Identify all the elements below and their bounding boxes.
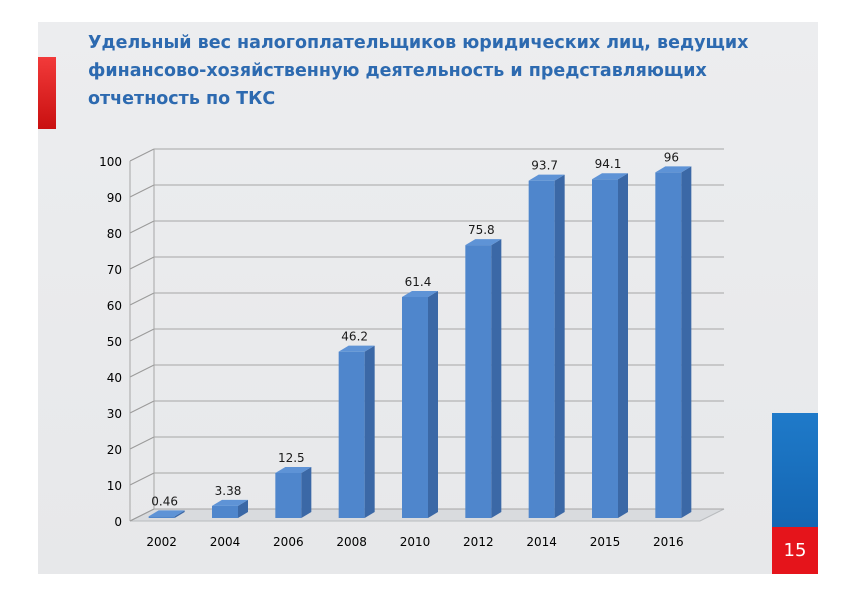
y-tick-label: 90: [107, 191, 122, 205]
y-tick-label: 50: [107, 335, 122, 349]
bar-top: [592, 173, 628, 180]
gridline-depth: [129, 436, 155, 450]
data-label: 0.46: [151, 494, 178, 508]
title-line-1: Удельный вес налогоплательщиков юридичес…: [88, 33, 749, 53]
bar-top: [212, 499, 248, 506]
data-label: 96: [664, 150, 679, 164]
slide-title: Удельный вес налогоплательщиков юридичес…: [88, 29, 788, 113]
title-line-3: отчетность по ТКС: [88, 89, 276, 109]
y-tick-label: 10: [107, 479, 122, 493]
bar-side: [238, 499, 248, 518]
bar-top: [465, 239, 502, 246]
bar-side: [428, 290, 438, 518]
gridline-depth: [129, 328, 155, 342]
bar-top: [338, 345, 375, 352]
data-label: 61.4: [405, 275, 432, 289]
data-label: 12.5: [278, 451, 305, 465]
x-tick-label: 2006: [273, 535, 304, 549]
bar-side: [301, 467, 312, 518]
blue-side-block: [772, 413, 818, 527]
data-label: 3.38: [215, 484, 242, 498]
bar-front: [212, 505, 238, 518]
bar-side: [681, 166, 692, 518]
gridline-depth: [129, 220, 155, 234]
gridline-depth: [129, 508, 155, 522]
y-tick-label: 80: [107, 227, 122, 241]
bar-side: [554, 174, 565, 518]
gridline-depth: [129, 472, 155, 486]
bar-top: [402, 290, 438, 297]
bar-top: [275, 467, 312, 473]
data-label: 94.1: [595, 157, 622, 171]
bar-top: [148, 510, 185, 517]
bar-front: [592, 179, 618, 519]
bar-front: [338, 351, 365, 518]
x-tick-label: 2014: [526, 535, 557, 549]
bar-side: [618, 173, 628, 519]
gridline-depth: [129, 256, 155, 270]
x-tick-label: 2010: [400, 535, 431, 549]
bar-side: [364, 345, 375, 518]
data-label: 46.2: [341, 330, 368, 344]
data-label: 75.8: [468, 223, 495, 237]
y-tick-label: 70: [107, 263, 122, 277]
gridline-depth: [129, 364, 155, 378]
y-tick-label: 40: [107, 371, 122, 385]
x-tick-label: 2016: [653, 535, 684, 549]
red-accent-bar: [38, 57, 56, 129]
bar-front: [655, 172, 682, 518]
x-tick-label: 2015: [590, 535, 621, 549]
y-tick-label: 100: [99, 155, 122, 169]
title-line-2: финансово-хозяйственную деятельность и п…: [88, 61, 707, 81]
bar-front: [528, 180, 555, 518]
bar-front: [148, 516, 175, 518]
y-tick-label: 20: [107, 443, 122, 457]
y-tick-label: 0: [114, 515, 122, 529]
bar-front: [402, 296, 428, 518]
bar-side: [174, 510, 185, 518]
x-tick-label: 2002: [146, 535, 177, 549]
x-tick-label: 2012: [463, 535, 494, 549]
gridline-depth: [129, 184, 155, 198]
bar-front: [465, 245, 492, 518]
gridline-depth: [129, 292, 155, 306]
page-number: 15: [772, 527, 818, 574]
gridline-depth: [129, 400, 155, 414]
x-tick-label: 2004: [210, 535, 241, 549]
bar-top: [655, 166, 692, 173]
y-tick-label: 60: [107, 299, 122, 313]
y-tick-label: 30: [107, 407, 122, 421]
bar-front: [275, 473, 302, 518]
bar-top: [528, 174, 565, 181]
bar-side: [491, 239, 502, 518]
gridline-depth: [129, 148, 155, 162]
x-tick-label: 2008: [336, 535, 367, 549]
data-label: 93.7: [531, 159, 558, 173]
